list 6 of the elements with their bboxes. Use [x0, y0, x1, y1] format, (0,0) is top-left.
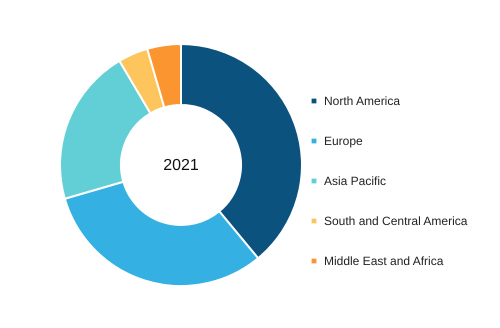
legend-label: Asia Pacific	[324, 174, 386, 188]
legend-label: North America	[324, 94, 400, 108]
legend-label: Europe	[324, 134, 364, 148]
text: 2021	[163, 157, 199, 174]
legend-label: South and Central America	[324, 214, 468, 228]
legend-label: Middle East and Africa	[324, 254, 444, 268]
